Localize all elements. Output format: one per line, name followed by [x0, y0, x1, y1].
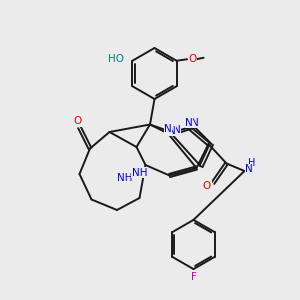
Text: O: O [203, 181, 211, 191]
Text: N: N [185, 118, 193, 128]
Text: HO: HO [108, 54, 124, 64]
Text: O: O [188, 54, 196, 64]
Text: N: N [191, 118, 199, 128]
Text: N: N [164, 124, 172, 134]
Text: NH: NH [132, 167, 147, 178]
Text: H: H [248, 158, 256, 168]
Text: N: N [173, 125, 181, 135]
Text: F: F [191, 272, 197, 282]
Text: NH: NH [117, 173, 133, 183]
Text: N: N [168, 126, 176, 136]
Text: N: N [245, 164, 253, 175]
Text: O: O [74, 116, 82, 127]
